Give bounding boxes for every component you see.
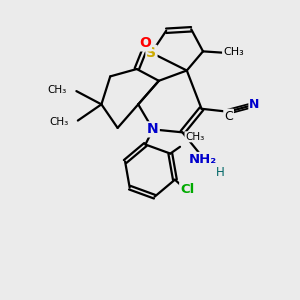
Text: CH₃: CH₃ — [48, 85, 67, 94]
Text: N: N — [147, 122, 159, 136]
Text: CH₃: CH₃ — [49, 117, 68, 127]
Text: NH₂: NH₂ — [189, 153, 217, 166]
Text: O: O — [139, 36, 151, 50]
Text: H: H — [215, 166, 224, 178]
Text: N: N — [249, 98, 260, 111]
Text: S: S — [146, 46, 157, 60]
Text: C: C — [224, 110, 233, 123]
Text: Cl: Cl — [180, 183, 194, 196]
Text: CH₃: CH₃ — [223, 47, 244, 57]
Text: CH₃: CH₃ — [185, 132, 204, 142]
